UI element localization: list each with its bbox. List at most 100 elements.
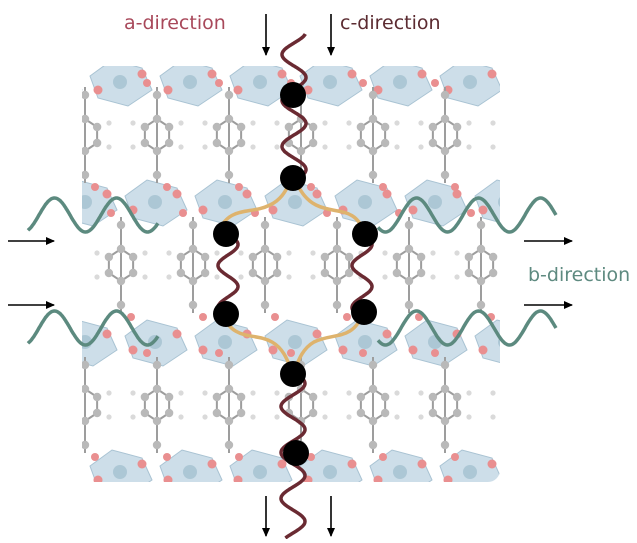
- metal-atom: [463, 75, 477, 89]
- hydrogen-atom: [538, 144, 543, 149]
- junction-node: [213, 301, 239, 327]
- metal-atom: [358, 335, 372, 349]
- hydrogen-atom: [166, 274, 172, 280]
- carbon-atom: [368, 440, 378, 450]
- oxygen-atom: [215, 79, 223, 87]
- hydrogen-atom: [274, 144, 280, 150]
- carbon-atom: [224, 114, 234, 124]
- oxygen-atom: [277, 69, 287, 79]
- hydrogen-atom: [418, 390, 424, 396]
- carbon-atom: [464, 252, 474, 262]
- oxygen-atom: [59, 346, 68, 355]
- carbon-atom: [236, 392, 246, 402]
- carbon-atom: [69, 409, 77, 417]
- carbon-atom: [176, 268, 186, 278]
- hydrogen-atom: [490, 144, 496, 150]
- hydrogen-atom: [490, 120, 496, 126]
- carbon-atom: [332, 244, 342, 254]
- carbon-atom: [140, 122, 150, 132]
- hydrogen-atom: [526, 250, 531, 255]
- hydrogen-atom: [310, 274, 316, 280]
- oxygen-atom: [91, 183, 99, 191]
- metal-atom: [183, 465, 197, 479]
- hydrogen-atom: [58, 144, 63, 149]
- carbon-atom: [392, 252, 402, 262]
- junction-node: [280, 361, 306, 387]
- oxygen-atom: [338, 345, 348, 355]
- carbon-atom: [525, 139, 533, 147]
- hydrogen-atom: [574, 250, 579, 255]
- carbon-atom: [188, 220, 198, 230]
- oxygen-atom: [408, 345, 418, 355]
- carbon-atom: [236, 138, 246, 148]
- carbon-atom: [404, 300, 414, 310]
- oxygen-atom: [71, 79, 79, 87]
- oxygen-atom: [514, 476, 523, 485]
- oxygen-atom: [235, 183, 243, 191]
- carbon-atom: [440, 114, 450, 124]
- carbon-atom: [380, 122, 390, 132]
- b-chain-wave: [26, 309, 160, 347]
- hydrogen-atom: [238, 250, 244, 256]
- carbon-atom: [440, 146, 450, 156]
- junction-node: [280, 82, 306, 108]
- oxygen-atom: [68, 460, 77, 469]
- metal-atom: [8, 195, 22, 209]
- inorganic-layer: [59, 319, 602, 367]
- carbon-atom: [248, 252, 258, 262]
- carbon-atom: [416, 268, 426, 278]
- oxygen-atom: [307, 183, 315, 191]
- oxygen-atom: [382, 329, 392, 339]
- carbon-atom: [513, 147, 521, 155]
- carbon-atom: [368, 360, 378, 370]
- carbon-atom: [284, 122, 294, 132]
- carbon-atom: [82, 360, 90, 370]
- carbon-atom: [212, 122, 222, 132]
- carbon-atom: [501, 409, 509, 417]
- junction-node: [283, 440, 309, 466]
- oxygen-atom: [127, 313, 135, 321]
- carbon-atom: [356, 408, 366, 418]
- oxygen-atom: [268, 345, 278, 355]
- hydrogen-atom: [418, 144, 424, 150]
- oxygen-atom: [128, 345, 138, 355]
- oxygen-atom: [277, 459, 287, 469]
- carbon-atom: [152, 114, 162, 124]
- b-chain-wave: [26, 196, 160, 234]
- carbon-atom: [224, 360, 234, 370]
- carbon-atom: [224, 170, 234, 180]
- organic-linker-row: [58, 79, 543, 191]
- carbon-atom: [176, 252, 186, 262]
- carbon-atom: [92, 408, 102, 418]
- hydrogen-atom: [430, 274, 436, 280]
- oxygen-atom: [347, 69, 357, 79]
- junction-node: [352, 221, 378, 247]
- oxygen-atom: [24, 476, 33, 485]
- hydrogen-atom: [346, 414, 352, 420]
- hydrogen-atom: [322, 120, 328, 126]
- carbon-atom: [200, 252, 210, 262]
- hydrogen-atom: [130, 144, 136, 150]
- carbon-atom: [428, 408, 438, 418]
- metal-atom: [568, 335, 582, 349]
- oxygen-atom: [593, 330, 602, 339]
- metal-atom: [113, 75, 127, 89]
- hydrogen-atom: [502, 274, 507, 279]
- polyhedron: [0, 60, 12, 106]
- carbon-atom: [164, 392, 174, 402]
- hydrogen-atom: [346, 144, 352, 150]
- oxygen-atom: [179, 209, 187, 217]
- hydrogen-atom: [454, 274, 460, 280]
- lattice-background: [0, 60, 602, 485]
- carbon-atom: [428, 138, 438, 148]
- carbon-atom: [320, 268, 330, 278]
- carbon-atom: [513, 441, 521, 449]
- a-chain-wave: [280, 33, 308, 180]
- carbon-atom: [140, 408, 150, 418]
- b-chain-wave: [376, 309, 558, 347]
- carbon-atom: [428, 122, 438, 132]
- oxygen-atom: [431, 79, 439, 87]
- carbon-atom: [368, 416, 378, 426]
- carbon-atom: [82, 146, 90, 156]
- carbon-atom: [212, 392, 222, 402]
